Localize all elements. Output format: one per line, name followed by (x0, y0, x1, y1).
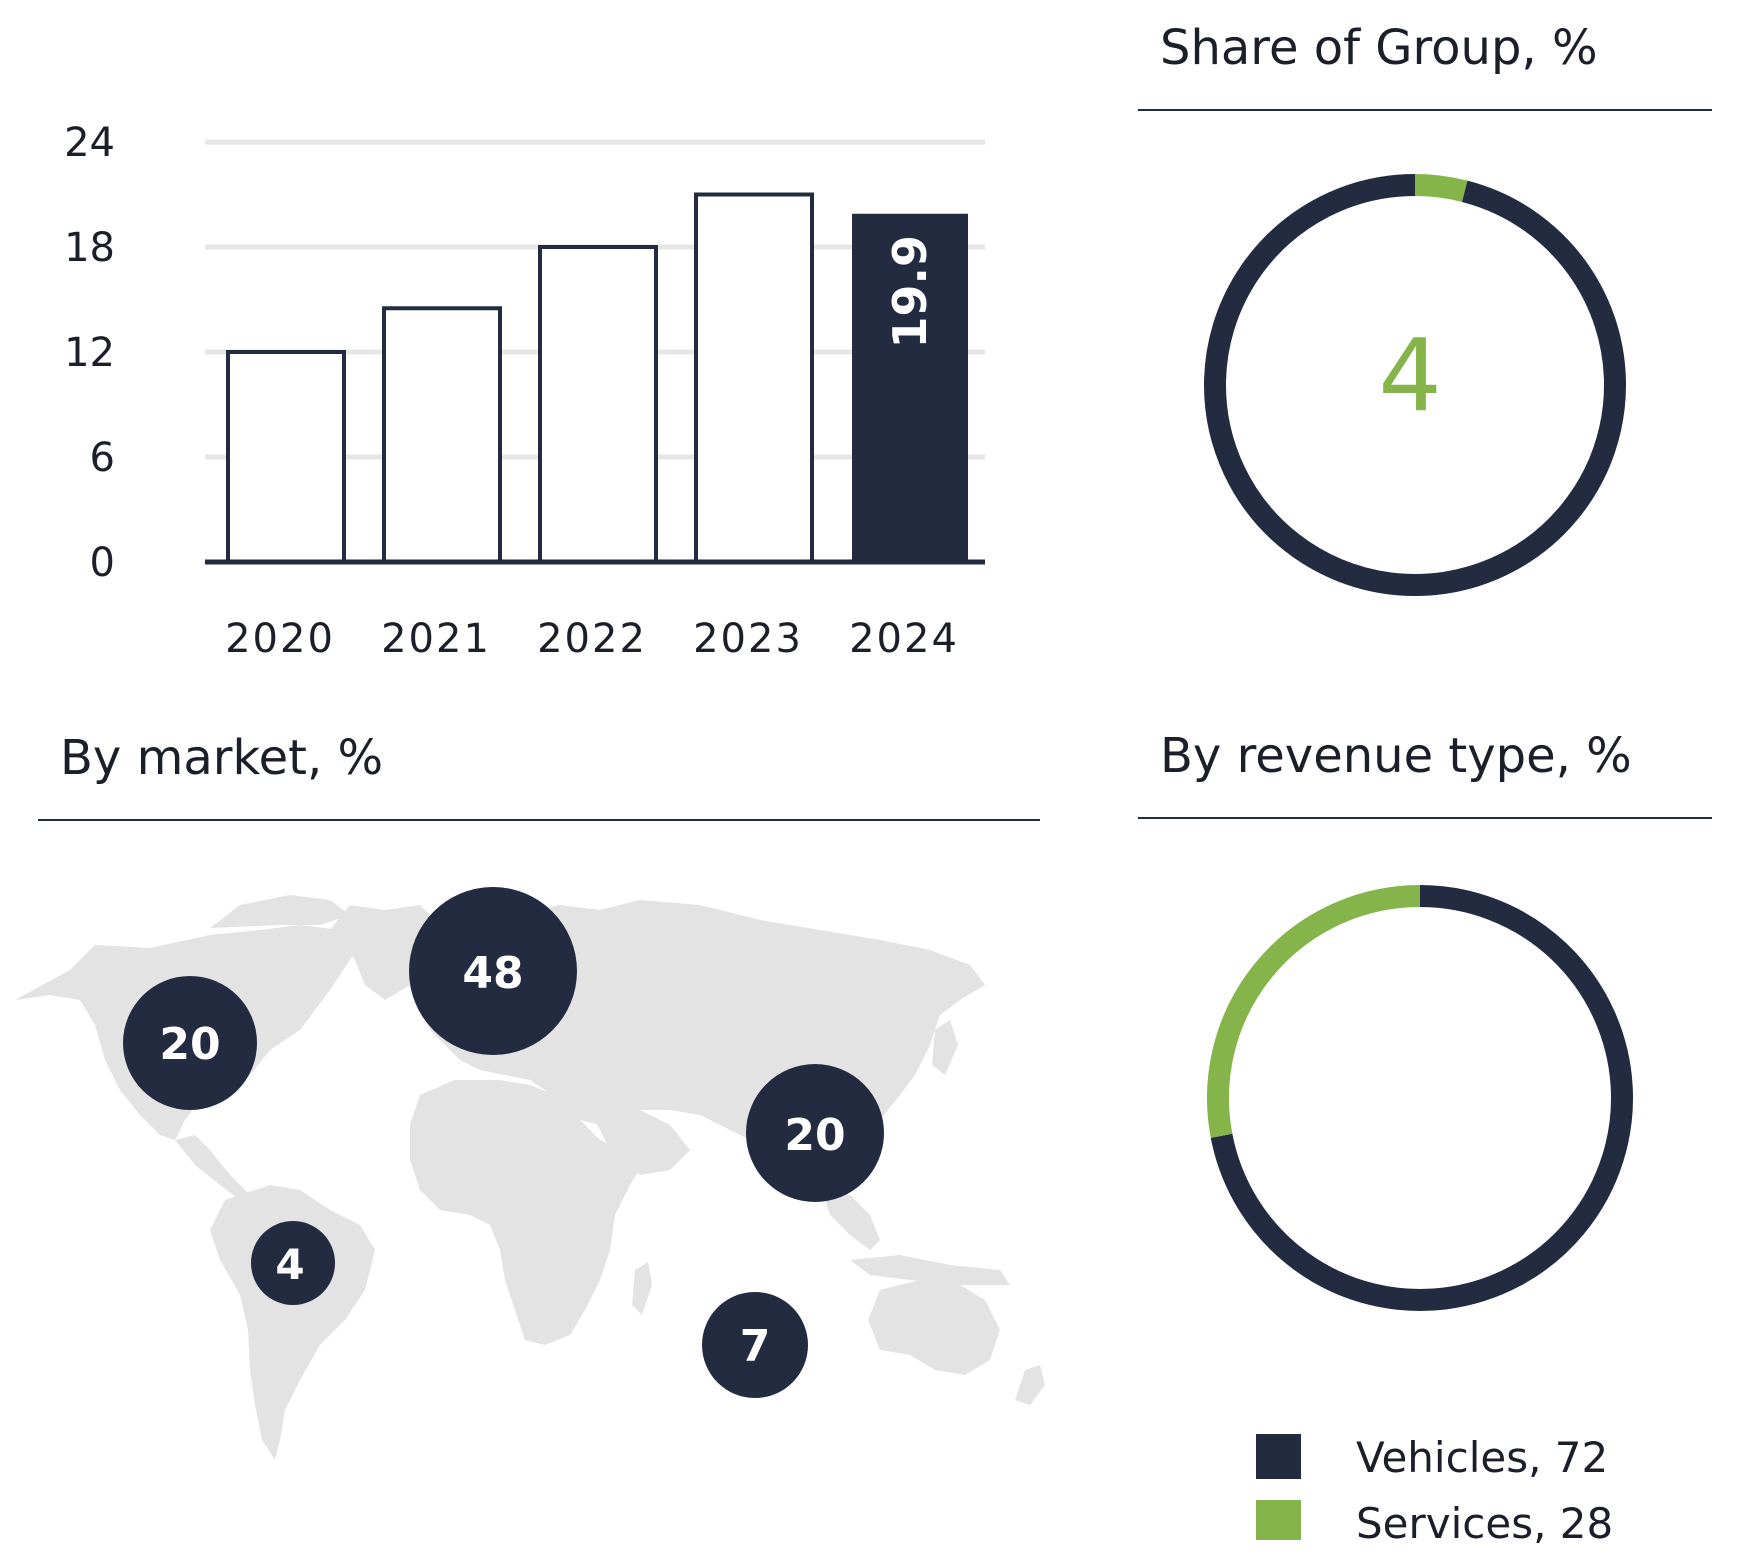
x-tick-2020: 2020 (225, 616, 335, 662)
y-tick-12: 12 (64, 330, 115, 376)
map-madagascar (632, 1262, 652, 1315)
share-of-group-chart: Share of Group, % 4 (1138, 20, 1712, 596)
revenue-type-chart: By revenue type, % Vehicles, 72 Services… (1138, 728, 1712, 1548)
map-africa (410, 1080, 645, 1345)
map-canada-islands (210, 895, 350, 928)
by-market-panel: By market, % (15, 730, 1045, 1460)
slice-0 (1414, 174, 1468, 202)
map-indonesia (850, 1255, 1010, 1285)
by-market-title: By market, % (60, 730, 383, 786)
map-australia (868, 1280, 1000, 1375)
map-arabia (590, 1105, 690, 1175)
map-southeast-asia (820, 1185, 880, 1250)
y-tick-18: 18 (64, 225, 115, 271)
bubble-north-america-label: 20 (159, 1019, 220, 1070)
x-tick-2023: 2023 (693, 616, 803, 662)
slice-1 (1204, 174, 1626, 596)
bar-value-label-2024: 19.9 (883, 235, 937, 349)
bar-2023 (694, 192, 814, 564)
share-donut (1204, 174, 1626, 596)
bubble-europe-label: 48 (462, 948, 523, 999)
revenue-type-title: By revenue type, % (1160, 728, 1632, 784)
bubble-asia (746, 1064, 884, 1202)
revenue-legend: Vehicles, 72 Services, 28 (1256, 1433, 1613, 1548)
bar-2020 (226, 350, 346, 564)
market-bubbles: 20 48 20 4 7 (123, 887, 884, 1398)
legend-label-vehicles: Vehicles, 72 (1356, 1433, 1608, 1482)
bar-y-ticks: 0 6 12 18 24 (64, 120, 115, 586)
x-tick-2024: 2024 (849, 616, 959, 662)
share-of-group-title: Share of Group, % (1160, 20, 1598, 76)
y-tick-0: 0 (90, 540, 115, 586)
legend-swatch-services (1256, 1500, 1301, 1540)
bubble-europe (409, 887, 577, 1055)
bubble-north-america (123, 976, 257, 1110)
bar-chart: 0 6 12 18 24 2020 2021 2022 2023 2024 19.9 (64, 120, 985, 662)
x-tick-2022: 2022 (537, 616, 647, 662)
legend-swatch-vehicles (1256, 1434, 1301, 1479)
slice-services (1207, 885, 1421, 1138)
share-center-value: 4 (1378, 317, 1442, 434)
map-japan (932, 1020, 958, 1075)
map-new-zealand (1015, 1365, 1045, 1405)
revenue-donut (1207, 885, 1633, 1311)
map-central-america (175, 1135, 250, 1200)
bubble-south-america-label: 4 (275, 1240, 304, 1289)
y-tick-6: 6 (90, 435, 115, 481)
bar-2024 (852, 213, 968, 562)
slice-vehicles (1210, 885, 1633, 1311)
legend-label-services: Services, 28 (1356, 1499, 1613, 1548)
bubble-asia-label: 20 (784, 1110, 845, 1161)
x-tick-2021: 2021 (381, 616, 491, 662)
bar-2021 (382, 306, 502, 564)
bar-series (226, 192, 968, 564)
bubble-other (702, 1292, 808, 1398)
bubble-south-america (251, 1221, 335, 1305)
bar-2022 (538, 245, 658, 564)
bar-x-ticks: 2020 2021 2022 2023 2024 (225, 616, 959, 662)
y-tick-24: 24 (64, 120, 115, 166)
bubble-other-label: 7 (740, 1321, 771, 1372)
